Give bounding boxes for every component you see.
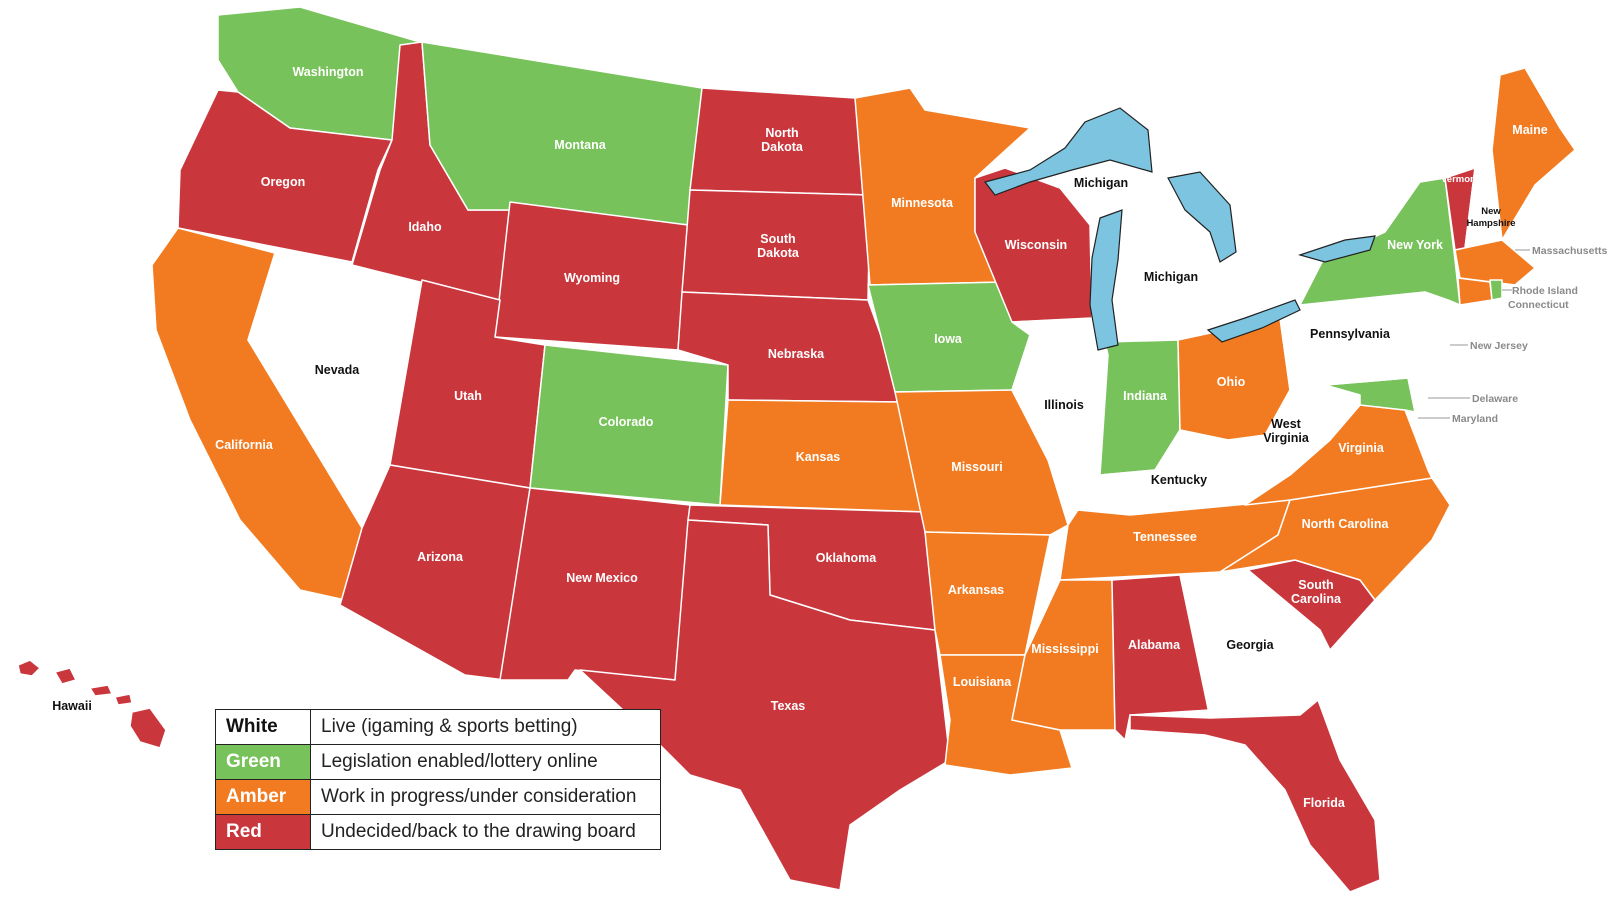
legend-key: White xyxy=(215,709,311,745)
label-pennsylvania: Pennsylvania xyxy=(1310,327,1391,341)
label-iowa: Iowa xyxy=(934,332,963,346)
state-rhode-island[interactable] xyxy=(1489,279,1503,301)
label-florida: Florida xyxy=(1303,796,1346,810)
label-missouri: Missouri xyxy=(951,460,1002,474)
label-alabama: Alabama xyxy=(1128,638,1181,652)
lake-huron xyxy=(1167,171,1237,263)
label-minnesota: Minnesota xyxy=(891,196,954,210)
lake-superior xyxy=(983,107,1153,196)
state-florida[interactable] xyxy=(1129,699,1381,893)
legend-key: Green xyxy=(215,744,311,780)
legend-description: Undecided/back to the drawing board xyxy=(310,814,661,850)
great-lakes xyxy=(983,107,1376,351)
label-delaware: Delaware xyxy=(1472,393,1518,405)
label-kentucky: Kentucky xyxy=(1151,473,1207,487)
label-louisiana: Louisiana xyxy=(953,675,1012,689)
label-new-hampshire: New Hampshire xyxy=(1466,206,1515,229)
label-south-dakota: South Dakota xyxy=(757,232,800,260)
legend-description: Work in progress/under consideration xyxy=(310,779,661,815)
label-nebraska: Nebraska xyxy=(768,347,825,361)
state-texas[interactable] xyxy=(579,519,951,891)
label-wisconsin: Wisconsin xyxy=(1005,238,1067,252)
label-new-mexico: New Mexico xyxy=(566,571,638,585)
external-labels: Massachusetts Rhode Island Connecticut N… xyxy=(1418,245,1607,425)
state-massachusetts[interactable] xyxy=(1454,239,1536,286)
legend-description: Live (igaming & sports betting) xyxy=(310,709,661,745)
label-maine: Maine xyxy=(1512,123,1547,137)
label-new-jersey: New Jersey xyxy=(1470,340,1528,352)
label-michigan-up: Michigan xyxy=(1074,176,1128,190)
lake-ontario xyxy=(1297,235,1376,263)
label-oregon: Oregon xyxy=(261,175,305,189)
label-rhode-island: Rhode Island xyxy=(1512,285,1578,297)
label-oklahoma: Oklahoma xyxy=(816,551,877,565)
state-connecticut[interactable] xyxy=(1457,277,1493,306)
legend-description: Legislation enabled/lottery online xyxy=(310,744,661,780)
state-montana[interactable] xyxy=(421,41,703,226)
legend-row-white: White Live (igaming & sports betting) xyxy=(215,709,661,745)
label-texas: Texas xyxy=(771,699,806,713)
label-idaho: Idaho xyxy=(408,220,442,234)
label-washington: Washington xyxy=(292,65,363,79)
label-illinois: Illinois xyxy=(1044,398,1084,412)
label-arizona: Arizona xyxy=(417,550,464,564)
label-maryland: Maryland xyxy=(1452,413,1498,425)
legend-row-green: Green Legislation enabled/lottery online xyxy=(215,744,661,780)
lake-michigan xyxy=(1089,209,1123,351)
legend-row-amber: Amber Work in progress/under consideratio… xyxy=(215,779,661,815)
state-maine[interactable] xyxy=(1491,67,1576,241)
label-north-carolina: North Carolina xyxy=(1302,517,1390,531)
state-hawaii[interactable] xyxy=(17,659,167,749)
legend-key: Amber xyxy=(215,779,311,815)
label-north-dakota: North Dakota xyxy=(761,126,804,154)
label-arkansas: Arkansas xyxy=(948,583,1004,597)
label-west-virginia: West Virginia xyxy=(1263,417,1310,445)
label-indiana: Indiana xyxy=(1123,389,1168,403)
label-tennessee: Tennessee xyxy=(1133,530,1197,544)
label-georgia: Georgia xyxy=(1226,638,1274,652)
label-south-carolina: South Carolina xyxy=(1291,578,1342,606)
label-kansas: Kansas xyxy=(796,450,841,464)
label-montana: Montana xyxy=(554,138,606,152)
label-hawaii: Hawaii xyxy=(52,699,92,713)
label-nevada: Nevada xyxy=(315,363,361,377)
label-massachusetts: Massachusetts xyxy=(1532,245,1607,257)
label-vermont: Vermont xyxy=(1441,174,1480,185)
legend-key: Red xyxy=(215,814,311,850)
legend-row-red: Red Undecided/back to the drawing board xyxy=(215,814,661,850)
label-colorado: Colorado xyxy=(599,415,654,429)
label-ohio: Ohio xyxy=(1217,375,1246,389)
state-oregon[interactable] xyxy=(177,89,393,263)
legend: White Live (igaming & sports betting) Gree… xyxy=(215,709,661,850)
lake-erie xyxy=(1206,299,1301,343)
label-wyoming: Wyoming xyxy=(564,271,620,285)
label-michigan: Michigan xyxy=(1144,270,1198,284)
label-new-york: New York xyxy=(1387,238,1443,252)
label-connecticut: Connecticut xyxy=(1508,299,1569,311)
label-mississippi: Mississippi xyxy=(1031,642,1098,656)
label-virginia: Virginia xyxy=(1338,441,1385,455)
label-utah: Utah xyxy=(454,389,482,403)
label-california: California xyxy=(215,438,274,452)
